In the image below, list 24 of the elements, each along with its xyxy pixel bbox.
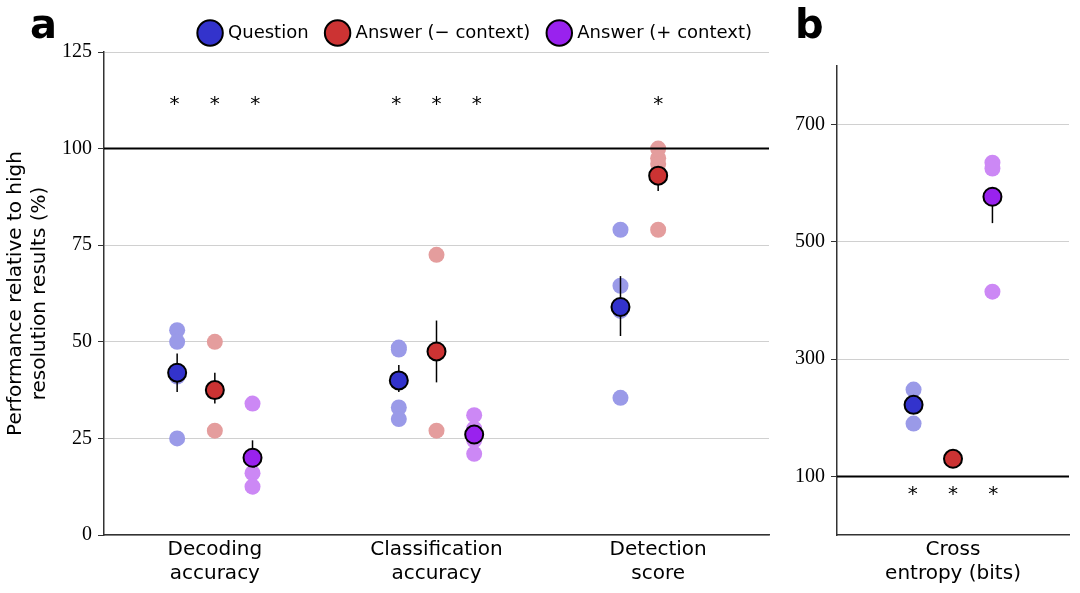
y-tick-label: 700: [795, 111, 825, 134]
x-tick-label: Cross entropy (bits): [885, 536, 1021, 585]
x-tick-label: Classification accuracy: [370, 536, 503, 585]
y-tick-label: 75: [72, 232, 92, 255]
annotation: * * *: [169, 91, 273, 116]
y-tick-label: 100: [795, 463, 825, 486]
y-tick-label: 100: [62, 135, 92, 158]
annotation: * * *: [391, 91, 494, 116]
annotation: *: [653, 91, 676, 116]
y-tick-label: 0: [82, 522, 92, 545]
x-tick-label: Detection score: [609, 536, 707, 585]
chart-title: b: [795, 1, 824, 48]
y-tick-label: 50: [72, 329, 92, 352]
chart-title: a: [30, 1, 57, 48]
y-tick-label: 300: [795, 346, 825, 369]
x-tick-label: Decoding accuracy: [167, 536, 263, 585]
legend-label: Question: [228, 20, 309, 42]
legend-label: Answer (− context): [355, 20, 531, 42]
legend-label: Answer (+ context): [577, 20, 753, 42]
y-tick-label: 125: [62, 39, 92, 62]
y-axis-title: Performance relative to high resolution results (%): [2, 151, 51, 436]
annotation: * * *: [907, 480, 1011, 505]
y-tick-label: 500: [795, 229, 825, 252]
y-tick-label: 25: [72, 425, 92, 448]
